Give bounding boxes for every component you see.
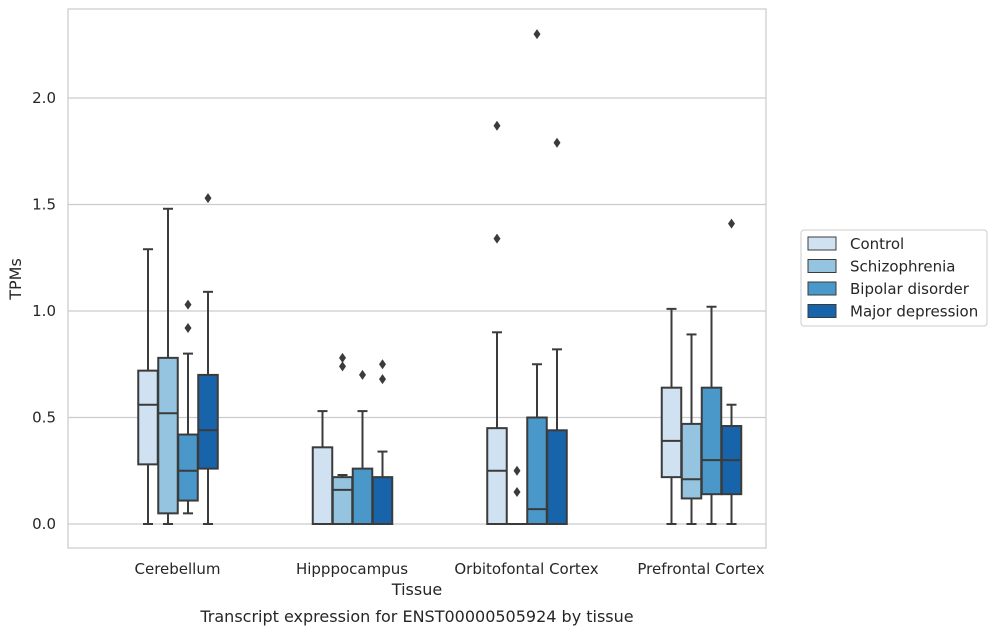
outlier-point bbox=[513, 487, 521, 498]
box-iqr bbox=[700, 386, 723, 496]
box-iqr bbox=[311, 446, 334, 526]
legend-label: Control bbox=[850, 235, 904, 253]
box-series-layer bbox=[137, 29, 743, 526]
legend-label: Schizophrenia bbox=[850, 258, 955, 276]
outlier-point bbox=[493, 233, 501, 244]
legend: Control Schizophrenia Bipolar disorder Majo… bbox=[800, 229, 988, 327]
x-tick-label: Hipppocampus bbox=[296, 560, 408, 578]
box-iqr bbox=[157, 356, 179, 515]
x-tick-label: Prefrontal Cortex bbox=[637, 560, 764, 578]
box-bipolar-disorder bbox=[177, 299, 199, 515]
y-axis-label: TPMs bbox=[6, 258, 25, 301]
x-axis-label: Tissue bbox=[391, 580, 442, 599]
box-control bbox=[486, 120, 508, 525]
box-major-depression bbox=[197, 193, 219, 525]
y-tick-label: 0.5 bbox=[32, 409, 56, 427]
y-tick-label: 1.5 bbox=[32, 196, 56, 214]
legend-swatch bbox=[807, 259, 837, 273]
chart-caption: Transcript expression for ENST0000050592… bbox=[199, 607, 633, 626]
box-major-depression bbox=[546, 137, 568, 525]
box-schizophrenia bbox=[506, 465, 528, 526]
legend-swatch bbox=[807, 281, 837, 296]
legend-swatch bbox=[807, 304, 837, 318]
box-control bbox=[311, 410, 334, 526]
grid-lines bbox=[68, 97, 766, 525]
outlier-point bbox=[493, 120, 501, 131]
y-tick-labels: 0.0 0.5 1.0 1.5 2.0 bbox=[32, 89, 56, 533]
outlier-point bbox=[533, 29, 541, 40]
box-iqr bbox=[197, 373, 219, 470]
box-iqr bbox=[371, 476, 394, 526]
outlier-point bbox=[553, 137, 561, 148]
legend-label: Major depression bbox=[850, 303, 978, 321]
box-iqr bbox=[137, 369, 159, 466]
outlier-point bbox=[728, 218, 735, 229]
outlier-point bbox=[379, 374, 386, 385]
outlier-point bbox=[513, 465, 521, 476]
box-iqr bbox=[177, 433, 199, 502]
box-schizophrenia bbox=[331, 352, 354, 526]
box-iqr bbox=[546, 429, 568, 525]
box-bipolar-disorder bbox=[700, 305, 723, 525]
outlier-point bbox=[184, 299, 192, 310]
legend-frame bbox=[800, 229, 988, 327]
box-schizophrenia bbox=[680, 333, 703, 525]
box-iqr bbox=[680, 422, 703, 500]
x-tick-label: Cerebellum bbox=[135, 560, 221, 578]
legend-label: Bipolar disorder bbox=[850, 280, 970, 298]
box-iqr bbox=[351, 467, 374, 525]
outlier-point bbox=[339, 352, 346, 363]
box-iqr bbox=[660, 386, 683, 479]
y-tick-label: 2.0 bbox=[32, 89, 56, 107]
box-control bbox=[660, 307, 683, 525]
x-tick-labels: Cerebellum Hipppocampus Orbitofontal Corte… bbox=[135, 560, 765, 578]
outlier-point bbox=[184, 323, 192, 334]
outlier-point bbox=[379, 359, 386, 370]
box-major-depression bbox=[371, 359, 394, 526]
box-iqr bbox=[486, 427, 508, 525]
y-tick-label: 0.0 bbox=[32, 515, 56, 533]
box-major-depression bbox=[720, 218, 743, 525]
box-bipolar-disorder bbox=[526, 29, 548, 525]
box-control bbox=[137, 248, 159, 525]
box-schizophrenia bbox=[157, 207, 179, 525]
box-iqr bbox=[526, 416, 548, 525]
plot-frame bbox=[67, 8, 767, 549]
outlier-point bbox=[339, 361, 346, 372]
box-bipolar-disorder bbox=[351, 369, 374, 525]
box-iqr bbox=[331, 476, 354, 526]
y-tick-label: 1.0 bbox=[32, 302, 56, 320]
outlier-point bbox=[359, 369, 366, 380]
outlier-point bbox=[204, 193, 212, 204]
legend-swatch bbox=[807, 236, 837, 251]
x-tick-label: Orbitofontal Cortex bbox=[454, 560, 598, 578]
